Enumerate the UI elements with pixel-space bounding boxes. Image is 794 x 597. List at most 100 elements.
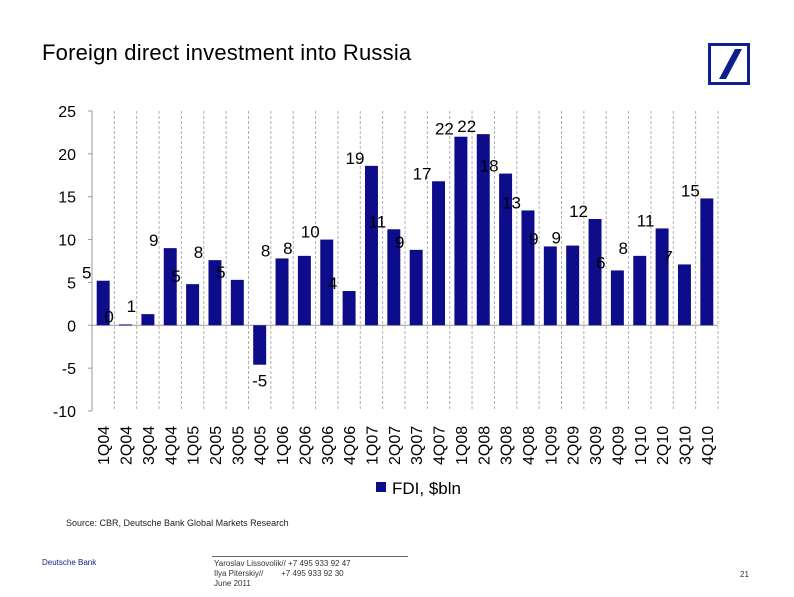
x-tick-label: 4Q09 [610,426,627,465]
bar [186,284,200,326]
bar [230,279,244,326]
data-label: 7 [663,247,672,266]
y-tick-label: 25 [58,104,76,121]
x-tick-label: 1Q06 [275,426,292,465]
x-tick-label: 4Q10 [700,426,717,465]
y-tick-label: -10 [53,404,76,421]
data-label: 10 [301,223,320,242]
data-label: 13 [502,193,521,212]
fdi-bar-chart: 25 20 15 10 5 0 -5 -10 5 1Q04 0 2Q04 1 3Q04 9 4Q04 5 1Q05… [53,104,719,498]
bar [610,270,624,326]
x-tick-label: 1Q04 [96,426,113,465]
data-label: 8 [194,243,203,262]
bar [499,173,513,326]
bar [208,260,222,326]
x-tick-label: 1Q07 [364,426,381,465]
y-tick-label: 20 [58,147,76,164]
x-tick-label: 3Q09 [588,426,605,465]
x-tick-label: 2Q09 [566,426,583,465]
x-tick-label: 3Q05 [230,426,247,465]
data-label: 8 [261,241,270,260]
bar [364,165,378,326]
y-tick-label: -5 [62,361,76,378]
deutsche-bank-logo [708,43,750,85]
x-tick-label: 2Q10 [655,426,672,465]
legend-label: FDI, $bln [392,479,461,498]
source-note: Source: CBR, Deutsche Bank Global Market… [66,518,289,528]
data-label: 18 [480,157,499,176]
data-label: 19 [346,149,365,168]
footer-brand: Deutsche Bank [42,558,97,567]
bar [543,246,557,326]
data-label: 15 [681,181,700,200]
x-tick-label: 2Q05 [208,426,225,465]
x-tick-label: 2Q08 [476,426,493,465]
data-label: 4 [328,274,337,293]
data-label: 8 [283,239,292,258]
data-label: 6 [596,253,605,272]
x-tick-label: 1Q10 [633,426,650,465]
x-tick-label: 1Q05 [186,426,203,465]
bar [588,219,602,326]
data-label: 22 [457,117,476,136]
y-tick-label: 10 [58,233,76,250]
bar [700,198,714,326]
bar [521,210,535,326]
data-label: 5 [216,263,225,282]
x-tick-label: 3Q10 [677,426,694,465]
bar [253,325,267,365]
x-tick-label: 4Q04 [163,426,180,465]
x-tick-label: 4Q06 [342,426,359,465]
x-tick-label: 4Q07 [432,426,449,465]
x-tick-label: 2Q06 [297,426,314,465]
data-label: 0 [104,307,113,326]
footer-contact-line: Yaroslav Lissovolik// +7 495 933 92 47 [214,559,351,568]
bar [297,255,311,326]
x-tick-label: 3Q04 [141,426,158,465]
bar [454,136,468,326]
data-label: 9 [149,231,158,250]
footer-contact-line: Ilya Piterskiy// +7 495 933 92 30 [214,569,344,578]
bar [387,229,401,326]
data-label: 5 [171,267,180,286]
bar [342,291,356,326]
data-label: 1 [127,297,136,316]
bar [275,258,289,326]
bar [432,181,446,326]
data-label: 8 [619,239,628,258]
y-tick-label: 15 [58,190,76,207]
data-label: 9 [551,229,560,248]
data-label: 9 [395,233,404,252]
bar [96,280,110,326]
x-tick-label: 4Q05 [253,426,270,465]
bar [476,134,490,326]
page-title: Foreign direct investment into Russia [42,40,412,65]
data-label: 11 [369,212,387,231]
bar [566,245,580,326]
bar [655,228,669,326]
footer-date: June 2011 [214,579,251,588]
bar [163,248,177,326]
bar [677,264,691,326]
bar [320,239,334,326]
data-label: 17 [413,164,432,183]
bar [633,255,647,326]
x-tick-label: 2Q07 [387,426,404,465]
footer-contact: Yaroslav Lissovolik// +7 495 933 92 47 I… [214,559,351,589]
data-label: -5 [252,372,267,391]
legend-swatch [376,482,386,492]
x-tick-label: 1Q08 [454,426,471,465]
data-label: 22 [435,120,454,139]
page-number: 21 [740,570,749,579]
data-label: 11 [637,211,655,230]
x-tick-label: 1Q09 [543,426,560,465]
bar [409,249,423,326]
footer-divider [212,556,408,557]
data-label: 5 [82,264,91,283]
data-label: 12 [569,202,588,221]
x-tick-label: 3Q06 [320,426,337,465]
x-tick-label: 2Q04 [119,426,136,465]
data-label: 9 [529,229,538,248]
bar [141,314,155,326]
x-tick-label: 3Q08 [499,426,516,465]
